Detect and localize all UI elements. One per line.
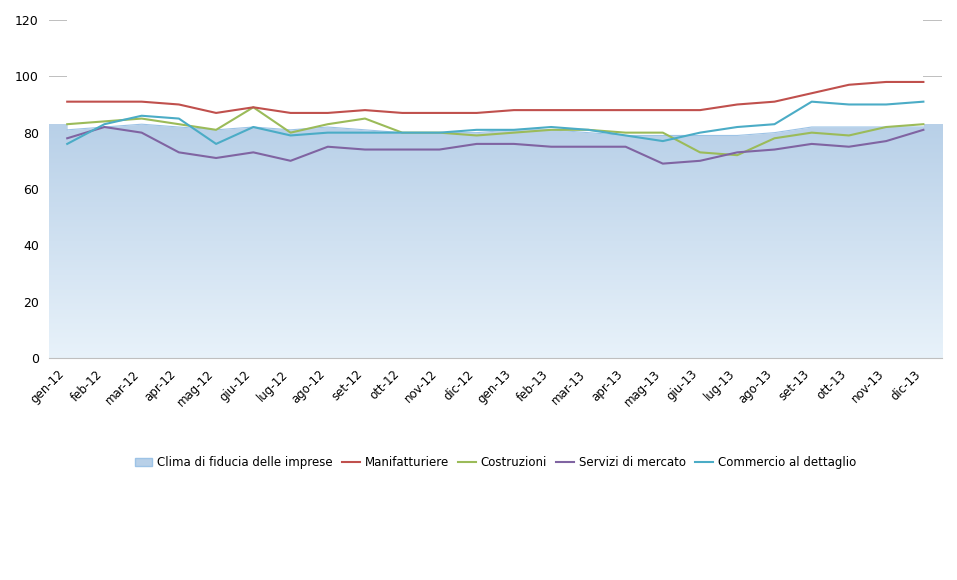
- Legend: Clima di fiducia delle imprese, Manifatturiere, Costruzioni, Servizi di mercato,: Clima di fiducia delle imprese, Manifatt…: [130, 451, 860, 474]
